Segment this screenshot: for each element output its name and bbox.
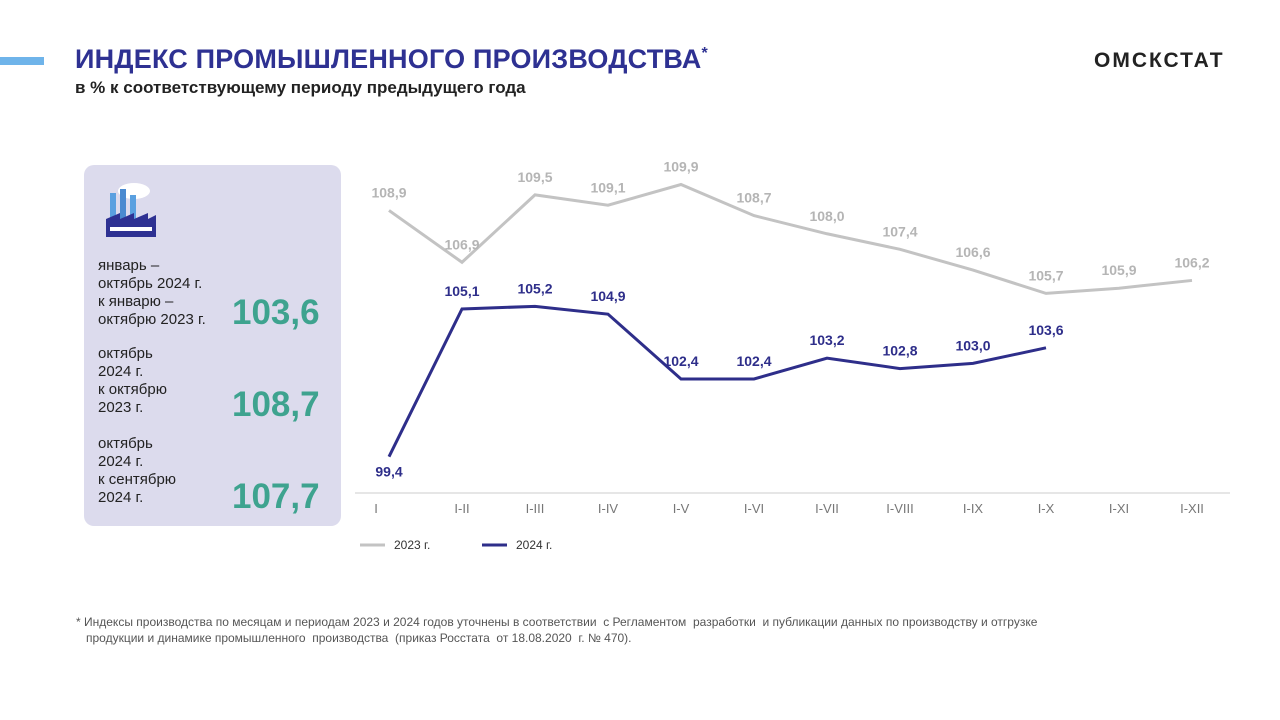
summary-panel: январь – октябрь 2024 г. к январю – октябрю…	[84, 165, 341, 526]
footnote-line: * Индексы производства по месяцам и пери…	[76, 615, 1038, 629]
item-line: 2024 г.	[98, 453, 144, 470]
item-text: октябрь 2024 г. к сентябрю 2024 г.	[98, 435, 176, 507]
item-line: 2024 г.	[98, 489, 144, 506]
x-tick-label: I	[374, 501, 378, 516]
item-line: к октябрю	[98, 381, 167, 398]
item-value: 108,7	[232, 385, 320, 424]
item-line: октябрь	[98, 345, 153, 362]
item-value: 103,6	[232, 293, 320, 332]
legend-label: 2023 г.	[394, 538, 430, 552]
footnote-line: продукции и динамике промышленного произ…	[76, 631, 632, 645]
x-tick-label: I-XI	[1109, 501, 1129, 516]
x-tick-label: I-VIII	[886, 501, 913, 516]
x-tick-label: I-VI	[744, 501, 764, 516]
value-label: 105,1	[444, 283, 479, 299]
value-label: 105,2	[517, 280, 552, 296]
item-line: к январю –	[98, 293, 174, 310]
value-label: 102,8	[882, 343, 917, 359]
item-line: 2023 г.	[98, 399, 144, 416]
value-label: 104,9	[590, 288, 625, 304]
item-line: октябрь 2024 г.	[98, 275, 203, 292]
value-label: 109,5	[517, 169, 552, 185]
value-label: 105,9	[1101, 262, 1136, 278]
value-label: 108,7	[736, 190, 771, 206]
value-label: 108,9	[371, 184, 406, 200]
footnote: * Индексы производства по месяцам и пери…	[76, 614, 1037, 646]
item-line: октябрю 2023 г.	[98, 311, 206, 328]
item-text: январь – октябрь 2024 г. к январю – октябрю…	[98, 257, 206, 329]
value-label: 103,0	[955, 337, 990, 353]
item-text: октябрь 2024 г. к октябрю 2023 г.	[98, 345, 167, 417]
x-tick-label: I-IX	[963, 501, 984, 516]
x-tick-label: I-VII	[815, 501, 839, 516]
title: ИНДЕКС ПРОМЫШЛЕННОГО ПРОИЗВОДСТВА*	[75, 44, 708, 75]
value-label: 106,9	[444, 236, 479, 252]
brand: ОМСКСТАТ	[1094, 49, 1225, 72]
series-line	[388, 182, 1193, 295]
x-tick-label: I-X	[1038, 501, 1055, 516]
title-mark: *	[701, 45, 708, 62]
x-tick-label: I-XII	[1180, 501, 1204, 516]
value-label: 102,4	[736, 353, 771, 369]
item-value: 107,7	[232, 477, 320, 516]
title-text: ИНДЕКС ПРОМЫШЛЕННОГО ПРОИЗВОДСТВА	[75, 44, 702, 74]
item-line: октябрь	[98, 435, 153, 452]
value-label: 108,0	[809, 208, 844, 224]
item-line: к сентябрю	[98, 471, 177, 488]
x-tick-label: I-III	[526, 501, 545, 516]
value-label: 99,4	[375, 464, 402, 480]
value-label: 103,6	[1028, 322, 1063, 338]
factory-icon	[106, 183, 156, 237]
series-line	[387, 304, 1047, 458]
x-tick-label: I-IV	[598, 501, 619, 516]
value-label: 106,2	[1174, 254, 1209, 270]
x-tick-label: I-V	[673, 501, 690, 516]
x-tick-label: I-II	[454, 501, 469, 516]
value-label: 106,6	[955, 244, 990, 260]
accent-bar	[0, 57, 44, 65]
value-label: 109,1	[590, 179, 625, 195]
value-label: 103,2	[809, 332, 844, 348]
item-line: 2024 г.	[98, 363, 144, 380]
value-label: 109,9	[663, 159, 698, 175]
value-label: 107,4	[882, 223, 917, 239]
item-line: январь –	[98, 257, 160, 274]
legend-label: 2024 г.	[516, 538, 552, 552]
value-label: 105,7	[1028, 267, 1063, 283]
subtitle: в % к соответствующему периоду предыдуще…	[75, 78, 526, 97]
value-label: 102,4	[663, 353, 698, 369]
